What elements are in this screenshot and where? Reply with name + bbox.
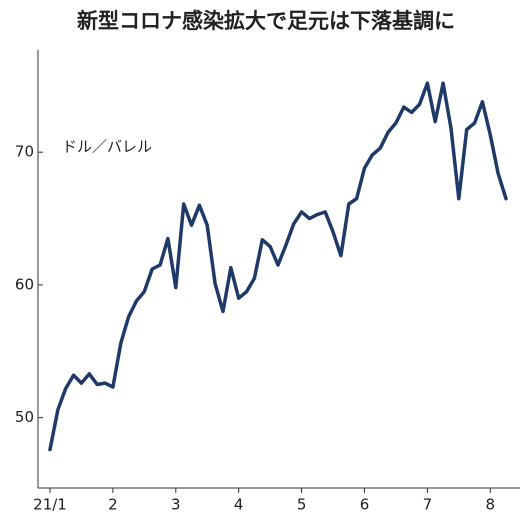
x-tick-label: 7 xyxy=(423,496,433,514)
y-axis-label: ドル／バレル xyxy=(62,138,152,156)
chart-title: 新型コロナ感染拡大で足元は下落基調に xyxy=(77,9,455,33)
x-tick-label: 3 xyxy=(171,496,181,514)
x-tick-label: 21/1 xyxy=(33,496,67,514)
x-tick-label: 8 xyxy=(486,496,496,514)
x-tick-label: 2 xyxy=(108,496,118,514)
x-tick-label: 4 xyxy=(234,496,244,514)
y-tick-label: 70 xyxy=(15,143,34,161)
x-tick-label: 5 xyxy=(297,496,307,514)
y-tick-label: 60 xyxy=(15,275,34,293)
x-tick-label: 6 xyxy=(360,496,370,514)
y-tick-label: 50 xyxy=(15,408,34,426)
series-line xyxy=(48,81,508,452)
